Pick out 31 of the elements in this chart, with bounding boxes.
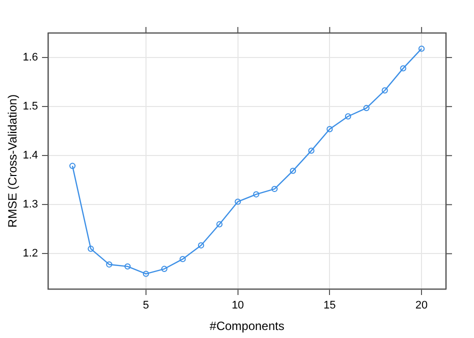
point [382, 87, 388, 94]
y-tick-label: 1.3 [22, 198, 38, 211]
point [106, 261, 112, 268]
point [418, 46, 425, 52]
point [216, 221, 223, 228]
point [124, 263, 131, 270]
point [88, 246, 94, 252]
point [344, 113, 352, 120]
point [363, 104, 370, 112]
y-tick-label: 1.5 [22, 100, 38, 113]
point [326, 126, 333, 132]
x-tick-label: 20 [415, 300, 428, 312]
point [308, 148, 314, 154]
point [180, 256, 186, 262]
point [198, 242, 204, 248]
point [400, 65, 406, 72]
x-axis-title: #Components [210, 319, 284, 334]
point [234, 198, 241, 205]
y-tick-label: 1.2 [22, 248, 38, 260]
point [69, 162, 76, 170]
y-tick-label: 1.6 [22, 52, 38, 64]
y-axis-title: RMSE (Cross-Validation) [6, 94, 20, 228]
x-tick-label: 15 [324, 300, 336, 312]
point [290, 168, 296, 174]
x-tick-label: 5 [142, 300, 149, 312]
point [142, 270, 150, 277]
x-tick-label: 10 [232, 300, 244, 312]
point [253, 191, 260, 198]
point [161, 266, 168, 272]
point [271, 186, 278, 192]
y-tick-label: 1.4 [22, 150, 38, 162]
